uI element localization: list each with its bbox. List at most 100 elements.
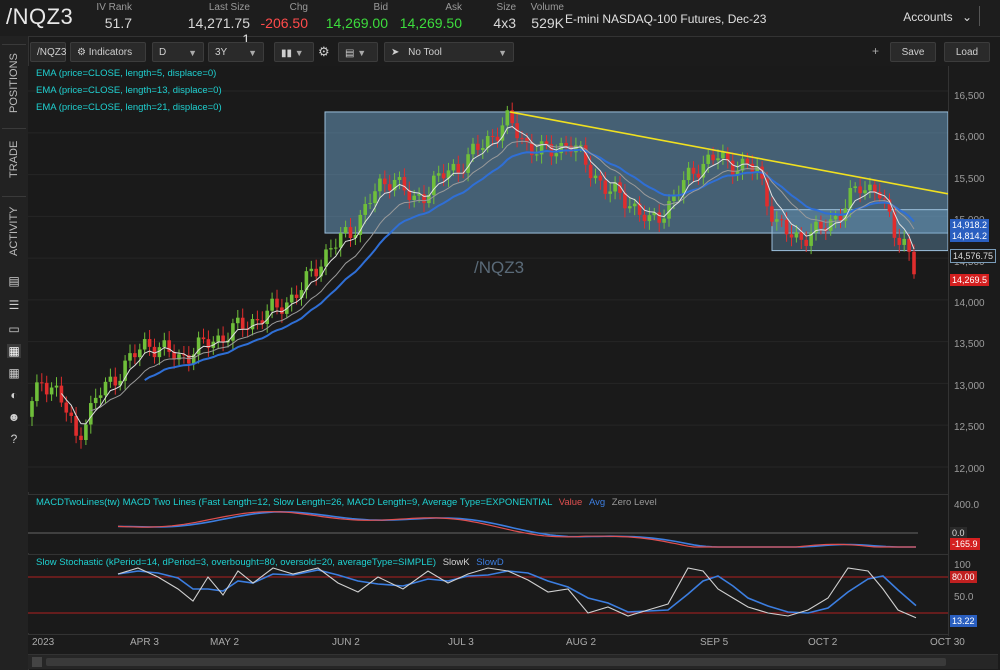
time-tick-label: SEP 5 bbox=[700, 637, 729, 648]
candle-body bbox=[804, 239, 808, 246]
grid-icon[interactable]: ▦ bbox=[8, 366, 20, 380]
macd-pane[interactable] bbox=[28, 494, 948, 553]
tool-select[interactable]: ➤ No Tool ▼ bbox=[384, 42, 514, 62]
macd-legend-zero: Zero Level bbox=[611, 497, 657, 508]
aggregation-select[interactable]: D ▼ bbox=[152, 42, 204, 62]
candle-body bbox=[485, 135, 490, 149]
study-ema5[interactable]: EMA (price=CLOSE, length=5, displace=0) bbox=[36, 68, 217, 79]
symbol-input[interactable]: /NQZ3 bbox=[30, 42, 66, 62]
candle-body bbox=[329, 248, 333, 250]
price-axis[interactable] bbox=[948, 66, 1000, 636]
price-chart[interactable] bbox=[28, 66, 948, 492]
candle-body bbox=[172, 351, 176, 360]
candle-body bbox=[887, 199, 892, 212]
candle-body bbox=[657, 212, 661, 223]
instrument-description: E-mini NASDAQ-100 Futures, Dec-23 bbox=[565, 12, 767, 26]
help-icon[interactable]: ? bbox=[10, 432, 18, 446]
candle-body bbox=[789, 234, 794, 238]
stochastic-axis-100: 100 bbox=[954, 560, 971, 571]
list-icon[interactable]: ☰ bbox=[8, 298, 20, 312]
candle-body bbox=[554, 153, 559, 157]
candle-body bbox=[809, 232, 813, 246]
candle-body bbox=[343, 227, 348, 234]
load-button[interactable]: Load bbox=[944, 42, 990, 62]
candle-body bbox=[598, 175, 603, 181]
candle-body bbox=[912, 251, 916, 275]
ema13-line bbox=[90, 140, 915, 412]
tab-positions[interactable]: POSITIONS bbox=[2, 44, 26, 121]
symbol-title[interactable]: /NQZ3 bbox=[6, 4, 74, 29]
macd-legend: MACDTwoLines(tw) MACD Two Lines (Fast Le… bbox=[36, 497, 657, 508]
indicators-button[interactable]: ⚙ Indicators bbox=[70, 42, 146, 62]
candle-body bbox=[775, 219, 779, 222]
price-tick-label: 12,000 bbox=[954, 463, 985, 475]
candle-body bbox=[539, 141, 544, 155]
accounts-menu[interactable]: Accounts ⌄ bbox=[903, 10, 972, 24]
study-ema21[interactable]: EMA (price=CLOSE, length=21, displace=0) bbox=[36, 102, 222, 113]
chevron-down-icon: ▼ bbox=[294, 48, 304, 58]
candle-body bbox=[373, 191, 377, 204]
quote-value: 529K bbox=[531, 15, 564, 31]
ema-price-tag-b: 14,814.2 bbox=[950, 230, 990, 242]
candle-body bbox=[30, 401, 34, 417]
symbol-watermark: /NQZ3 bbox=[474, 258, 525, 277]
stochastic-axis-50: 50.0 bbox=[954, 592, 974, 603]
ema21-line bbox=[144, 148, 915, 381]
add-button[interactable]: + bbox=[872, 44, 880, 58]
drawing-icon: ▤ bbox=[345, 48, 355, 59]
quote-label: Volume bbox=[530, 2, 564, 13]
drawing-set-button[interactable]: ▤ ▼ bbox=[338, 42, 378, 62]
candle-body bbox=[231, 323, 235, 341]
study-ema13[interactable]: EMA (price=CLOSE, length=13, displace=0) bbox=[36, 85, 222, 96]
left-sidebar: POSITIONS TRADE ACTIVITY ▤ ☰ ▭ ▦ ▦ ◐ ☻ ? bbox=[0, 36, 29, 670]
candle-body bbox=[157, 347, 162, 358]
candle-body bbox=[706, 154, 710, 164]
timeframe-select[interactable]: 3Y ▼ bbox=[208, 42, 264, 62]
candle-body bbox=[294, 294, 299, 298]
candle-body bbox=[882, 198, 887, 200]
slowd-line bbox=[117, 569, 917, 614]
stochastic-overbought-tag: 80.00 bbox=[950, 571, 977, 583]
candle-body bbox=[726, 152, 730, 161]
quote-value: 51.7 bbox=[104, 15, 132, 31]
candle-body bbox=[779, 219, 784, 221]
scroll-left-button[interactable] bbox=[32, 657, 42, 667]
candle-body bbox=[564, 142, 568, 146]
chart-icon[interactable]: ▦ bbox=[7, 344, 21, 358]
candle-body bbox=[44, 382, 49, 395]
ema5-line bbox=[61, 125, 915, 425]
candle-body bbox=[647, 215, 652, 222]
stochastic-title[interactable]: Slow Stochastic (kPeriod=14, dPeriod=3, … bbox=[36, 557, 437, 568]
time-axis[interactable] bbox=[28, 634, 948, 655]
candle-body bbox=[691, 167, 696, 174]
macd-value-line bbox=[117, 511, 916, 548]
save-button[interactable]: Save bbox=[890, 42, 936, 62]
candle-body bbox=[583, 145, 588, 165]
settings-gear-icon[interactable]: ⚙ bbox=[318, 44, 330, 59]
candle-body bbox=[196, 337, 201, 355]
gauge-icon[interactable]: ◐ bbox=[10, 388, 18, 402]
macd-title[interactable]: MACDTwoLines(tw) MACD Two Lines (Fast Le… bbox=[36, 497, 553, 508]
chart-style-button[interactable]: ▮▮ ▼ bbox=[274, 42, 314, 62]
time-tick-label: APR 3 bbox=[130, 637, 159, 648]
price-chart-canvas bbox=[28, 90, 948, 468]
candle-body bbox=[334, 247, 338, 249]
tab-trade[interactable]: TRADE bbox=[2, 128, 26, 189]
candle-body bbox=[206, 339, 211, 348]
stochastic-pane[interactable] bbox=[28, 554, 948, 633]
chart-scrollbar[interactable] bbox=[28, 654, 998, 669]
time-tick-label: JUL 3 bbox=[448, 637, 474, 648]
candle-body bbox=[716, 158, 720, 161]
scroll-thumb[interactable] bbox=[46, 658, 946, 666]
monitor-icon[interactable]: ▭ bbox=[8, 322, 20, 336]
candle-body bbox=[476, 143, 480, 150]
candle-body bbox=[152, 346, 157, 358]
candle-body bbox=[113, 376, 118, 386]
candle-body bbox=[902, 238, 906, 245]
document-icon[interactable]: ▤ bbox=[8, 274, 20, 288]
tab-activity[interactable]: ACTIVITY bbox=[2, 196, 26, 265]
users-icon[interactable]: ☻ bbox=[7, 410, 21, 424]
macd-value-tag: -165.9 bbox=[950, 538, 980, 550]
stochastic-legend-k: SlowK bbox=[442, 557, 470, 568]
candle-body bbox=[892, 211, 897, 238]
